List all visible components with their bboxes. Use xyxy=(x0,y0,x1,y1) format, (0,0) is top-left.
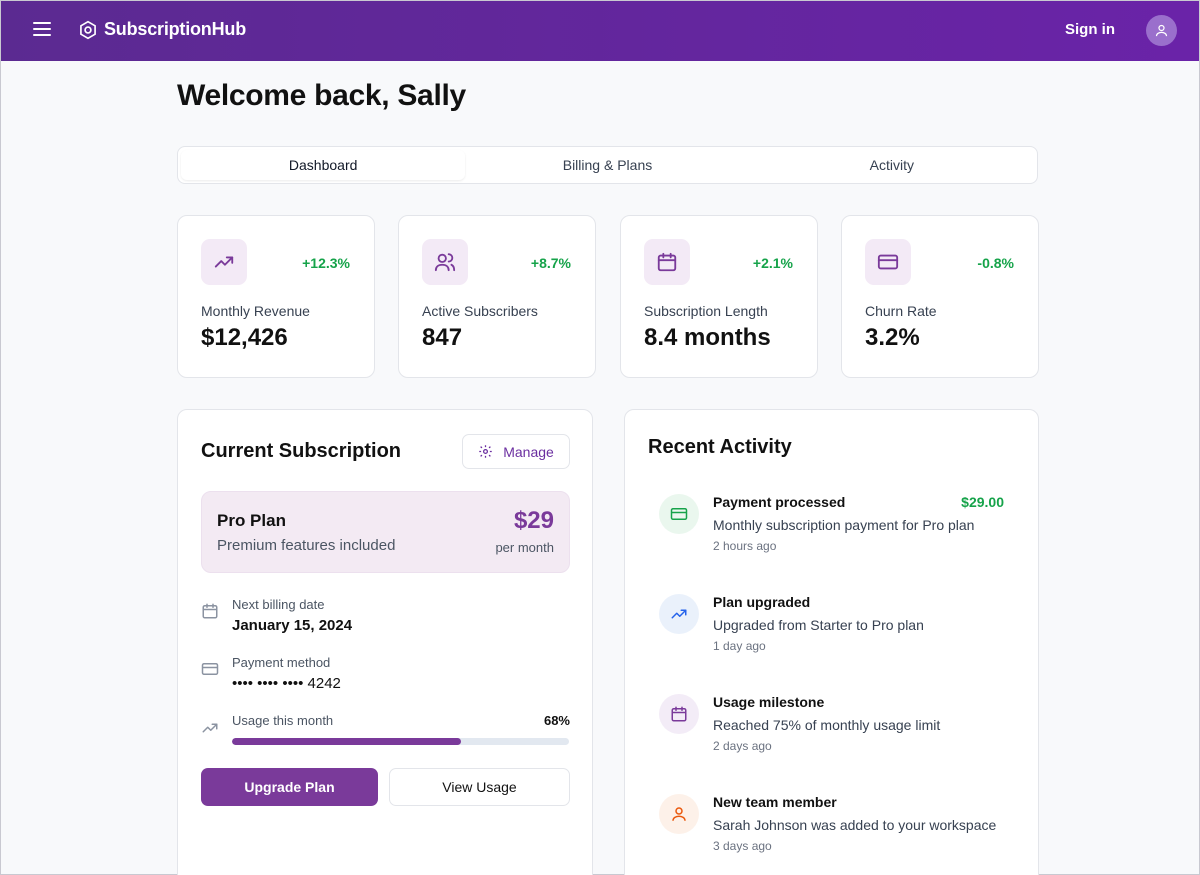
calendar-icon xyxy=(644,239,690,285)
credit-card-icon xyxy=(659,494,699,534)
activity-time: 1 day ago xyxy=(713,639,766,653)
stat-value: $12,426 xyxy=(201,324,288,351)
usage-percent: 68% xyxy=(543,713,570,728)
stat-label: Subscription Length xyxy=(644,303,768,319)
payment-method-value: •••• •••• •••• 4242 xyxy=(232,675,341,692)
plan-period: per month xyxy=(495,540,554,555)
app-name[interactable]: SubscriptionHub xyxy=(104,19,246,39)
plan-price: $29 xyxy=(513,507,554,534)
tab-dashboard[interactable]: Dashboard xyxy=(181,150,466,180)
stat-label: Active Subscribers xyxy=(422,303,538,319)
stat-value: 3.2% xyxy=(865,324,920,351)
stat-label: Monthly Revenue xyxy=(201,303,310,319)
trending-up-icon xyxy=(201,239,247,285)
current-subscription-card: Current Subscription Manage Pro Plan Pre… xyxy=(177,409,593,875)
activity-item[interactable]: Usage milestone Reached 75% of monthly u… xyxy=(659,694,1019,754)
stat-label: Churn Rate xyxy=(865,303,937,319)
page-title: Welcome back, Sally xyxy=(177,79,466,112)
calendar-icon xyxy=(202,603,218,619)
usage-progress-fill xyxy=(232,738,462,745)
tab-billing-plans[interactable]: Billing & Plans xyxy=(562,157,653,173)
user-icon xyxy=(659,794,699,834)
activity-description: Upgraded from Starter to Pro plan xyxy=(713,617,924,633)
top-bar: SubscriptionHub Sign in xyxy=(1,1,1199,61)
stat-value: 8.4 months xyxy=(644,324,771,351)
activity-title: Usage milestone xyxy=(713,694,825,710)
payment-method-row: Payment method •••• •••• •••• 4242 xyxy=(201,655,570,697)
sign-in-link[interactable]: Sign in xyxy=(1065,21,1115,38)
credit-card-icon xyxy=(865,239,911,285)
stat-delta: +12.3% xyxy=(302,255,350,271)
card-title: Recent Activity xyxy=(648,436,792,458)
activity-title: Plan upgraded xyxy=(713,594,811,610)
credit-card-icon xyxy=(201,663,219,675)
stat-delta: -0.8% xyxy=(977,255,1014,271)
next-billing-label: Next billing date xyxy=(232,597,325,612)
upgrade-plan-button[interactable]: Upgrade Plan xyxy=(201,768,378,806)
stat-card-active-subscribers: +8.7% Active Subscribers 847 xyxy=(398,215,596,378)
card-title: Current Subscription xyxy=(201,440,402,462)
payment-method-label: Payment method xyxy=(232,655,331,670)
activity-title: Payment processed xyxy=(713,494,846,510)
manage-button[interactable]: Manage xyxy=(462,434,570,469)
gear-icon xyxy=(479,445,492,458)
trending-up-icon xyxy=(202,723,218,733)
stat-card-monthly-revenue: +12.3% Monthly Revenue $12,426 xyxy=(177,215,375,378)
usage-row: Usage this month 68% xyxy=(201,713,570,753)
stat-card-subscription-length: +2.1% Subscription Length 8.4 months xyxy=(620,215,818,378)
avatar[interactable] xyxy=(1146,15,1177,46)
plan-description: Premium features included xyxy=(217,537,396,554)
activity-time: 3 days ago xyxy=(713,839,772,853)
usage-progress-bar xyxy=(232,738,569,745)
stat-card-churn-rate: -0.8% Churn Rate 3.2% xyxy=(841,215,1039,378)
usage-label: Usage this month xyxy=(232,713,334,728)
activity-description: Monthly subscription payment for Pro pla… xyxy=(713,517,975,533)
menu-icon[interactable] xyxy=(33,22,51,38)
manage-label: Manage xyxy=(503,443,554,460)
activity-item[interactable]: Payment processed $29.00 Monthly subscri… xyxy=(659,494,1019,554)
recent-activity-card: Recent Activity Payment processed $29.00… xyxy=(624,409,1039,875)
plan-summary: Pro Plan Premium features included $29 p… xyxy=(201,491,570,573)
view-usage-button[interactable]: View Usage xyxy=(389,768,570,806)
tab-activity[interactable]: Activity xyxy=(869,157,914,173)
activity-description: Reached 75% of monthly usage limit xyxy=(713,717,941,733)
activity-amount: $29.00 xyxy=(961,494,1004,510)
next-billing-value: January 15, 2024 xyxy=(232,617,353,634)
activity-time: 2 hours ago xyxy=(713,539,777,553)
plan-name: Pro Plan xyxy=(217,511,286,530)
logo-icon xyxy=(80,20,96,40)
calendar-icon xyxy=(659,694,699,734)
user-icon xyxy=(1155,24,1168,37)
stat-delta: +2.1% xyxy=(752,255,793,271)
activity-item[interactable]: New team member Sarah Johnson was added … xyxy=(659,794,1019,854)
trending-up-icon xyxy=(659,594,699,634)
tab-bar: Dashboard Billing & Plans Activity xyxy=(177,146,1038,184)
activity-item[interactable]: Plan upgraded Upgraded from Starter to P… xyxy=(659,594,1019,654)
stat-delta: +8.7% xyxy=(530,255,571,271)
activity-title: New team member xyxy=(713,794,837,810)
activity-time: 2 days ago xyxy=(713,739,772,753)
users-icon xyxy=(422,239,468,285)
activity-description: Sarah Johnson was added to your workspac… xyxy=(713,817,997,833)
next-billing-row: Next billing date January 15, 2024 xyxy=(201,597,570,639)
stat-value: 847 xyxy=(422,324,463,351)
